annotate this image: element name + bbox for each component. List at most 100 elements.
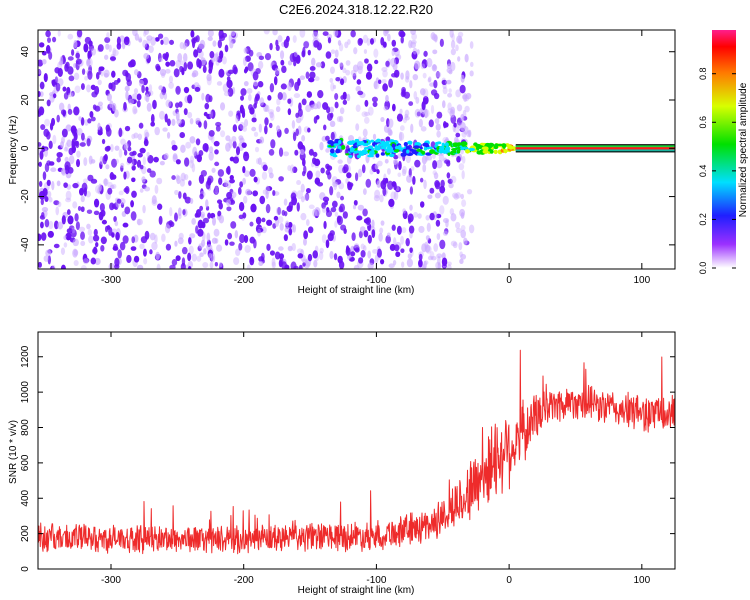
spectrogram-dot <box>67 108 73 115</box>
spectrogram-dot <box>424 244 431 253</box>
spectrogram-dot <box>120 138 126 146</box>
spectrogram-dot <box>174 212 178 222</box>
spectrogram-dot <box>433 79 438 89</box>
spectrogram-dot <box>139 243 145 250</box>
spectrogram-dot <box>143 30 149 35</box>
spectrogram-dot <box>149 232 156 241</box>
spectrogram-dot <box>127 94 133 104</box>
spectrogram-dot <box>93 210 100 216</box>
spectrogram-dot <box>208 146 214 154</box>
spectrogram-dot <box>133 88 139 94</box>
spectrogram-dot <box>154 126 160 136</box>
spectrogram-dot <box>214 238 219 244</box>
spectrogram-dot <box>174 240 178 247</box>
spectrogram-dot <box>229 175 234 181</box>
spectrogram-dot <box>249 256 255 266</box>
spectrogram-dot <box>452 241 458 249</box>
spectrogram-dot <box>39 81 45 90</box>
spectrogram-dot <box>276 125 281 132</box>
spectrogram-dot <box>158 215 163 225</box>
spectrogram-dot <box>389 243 396 252</box>
spectrogram-dot <box>373 48 379 58</box>
spectrogram-dot <box>253 176 258 183</box>
spectrogram-dot <box>337 40 342 46</box>
spectrogram-dot <box>227 232 233 240</box>
spectrogram-dot <box>208 68 213 74</box>
spectrogram-dot <box>461 170 465 180</box>
spectrogram-dot <box>264 52 272 61</box>
spectrogram-dot <box>235 146 241 156</box>
spectrogram-dot <box>189 155 195 164</box>
spectrogram-dot <box>288 227 293 236</box>
spectrogram-dot <box>38 59 44 67</box>
spectrogram-dot <box>297 253 304 259</box>
spectrogram-dot <box>382 69 388 78</box>
spectrogram-dot <box>83 157 88 167</box>
spectrogram-dot <box>405 238 410 247</box>
spectrogram-dot <box>336 191 341 199</box>
spectrogram-dot <box>189 159 194 169</box>
spectrogram-dot <box>272 30 278 36</box>
spectrogram-dot <box>384 158 389 164</box>
spectrogram-dot <box>63 182 68 188</box>
spectrogram-dot <box>410 30 417 35</box>
y-tick-label: 800 <box>20 419 31 436</box>
spectrogram-dot <box>371 229 376 239</box>
spectrogram-dot <box>300 183 305 193</box>
spectrogram-dot <box>78 226 86 233</box>
spectrogram-signal-dot <box>348 154 353 158</box>
spectrogram-dot <box>235 248 241 257</box>
spectrogram-dot <box>439 185 446 194</box>
spectrogram-dot <box>263 30 270 35</box>
spectrogram-dot <box>124 85 130 92</box>
spectrogram-dot <box>205 93 211 103</box>
spectrogram-dot <box>205 180 211 190</box>
spectrogram-dot <box>98 66 105 72</box>
spectrogram-dot <box>385 94 389 103</box>
spectrogram-dot <box>231 135 237 143</box>
spectrogram-dot <box>292 166 298 174</box>
spectrogram-dot <box>259 195 266 205</box>
spectrogram-dot <box>287 98 292 104</box>
spectrogram-dot <box>46 99 51 107</box>
spectrogram-dot <box>80 240 86 247</box>
spectrogram-dot <box>459 84 466 94</box>
spectrogram-dot <box>169 39 175 45</box>
x-tick-label: 0 <box>506 275 512 286</box>
spectrogram-dot <box>78 116 82 121</box>
spectrogram-dot <box>450 240 457 247</box>
spectrogram-dot <box>259 97 265 106</box>
spectrogram-dot <box>434 118 440 124</box>
spectrogram-dot <box>296 202 300 212</box>
spectrogram-dot <box>80 83 85 91</box>
spectrogram-dot <box>73 106 80 116</box>
spectrogram-dot <box>150 36 156 46</box>
spectrogram-dot <box>201 221 206 229</box>
spectrogram-dot <box>280 50 285 60</box>
spectrogram-dot <box>226 206 232 212</box>
spectrogram-dot <box>243 151 250 162</box>
spectrogram-dot <box>329 186 334 196</box>
spectrogram-dot <box>144 186 151 192</box>
spectrogram-dot <box>64 156 69 163</box>
spectrogram-dot <box>198 59 202 69</box>
spectrogram-dot <box>421 59 428 69</box>
spectrogram-dot <box>442 86 448 95</box>
spectrogram-dot <box>402 208 406 214</box>
spectrogram-dot <box>235 115 239 124</box>
spectrogram-dot <box>217 169 225 177</box>
spectrogram-dot <box>353 199 358 206</box>
spectrogram-dot <box>267 95 272 101</box>
spectrogram-dot <box>374 254 379 264</box>
spectrogram-dot <box>374 189 381 199</box>
spectrogram-dot <box>429 187 435 194</box>
spectrogram-dot <box>164 53 169 62</box>
spectrogram-dot <box>233 257 240 265</box>
spectrogram-dot <box>439 38 444 47</box>
spectrogram-dot <box>303 230 309 240</box>
spectrogram-dot <box>68 92 74 98</box>
spectrogram-dot <box>139 188 144 193</box>
spectrogram-dot <box>428 119 434 128</box>
spectrogram-dot <box>286 205 293 213</box>
spectrogram-dot <box>357 37 363 46</box>
